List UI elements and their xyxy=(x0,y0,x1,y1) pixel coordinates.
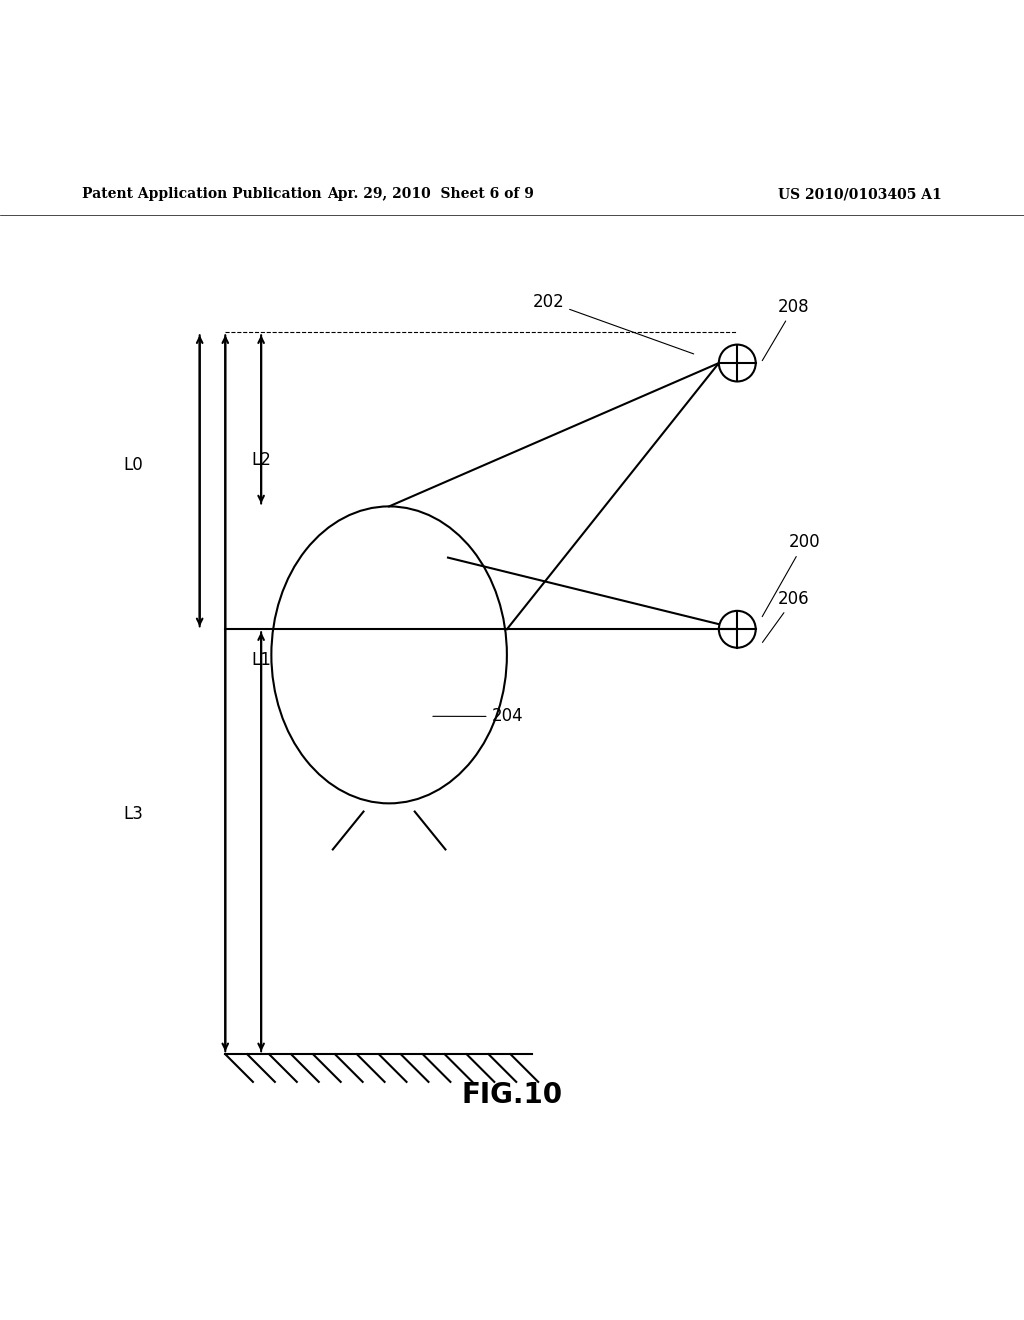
Text: FIG.10: FIG.10 xyxy=(462,1081,562,1109)
Text: Apr. 29, 2010  Sheet 6 of 9: Apr. 29, 2010 Sheet 6 of 9 xyxy=(327,187,534,201)
Text: 206: 206 xyxy=(763,590,810,643)
Text: US 2010/0103405 A1: US 2010/0103405 A1 xyxy=(778,187,942,201)
Text: L2: L2 xyxy=(251,451,271,470)
Text: L0: L0 xyxy=(123,457,143,474)
Text: Patent Application Publication: Patent Application Publication xyxy=(82,187,322,201)
Text: L3: L3 xyxy=(123,805,143,822)
Text: 208: 208 xyxy=(762,298,810,360)
Text: 204: 204 xyxy=(433,708,523,726)
Text: 200: 200 xyxy=(762,533,820,616)
Text: L1: L1 xyxy=(251,651,271,669)
Text: 202: 202 xyxy=(532,293,693,354)
